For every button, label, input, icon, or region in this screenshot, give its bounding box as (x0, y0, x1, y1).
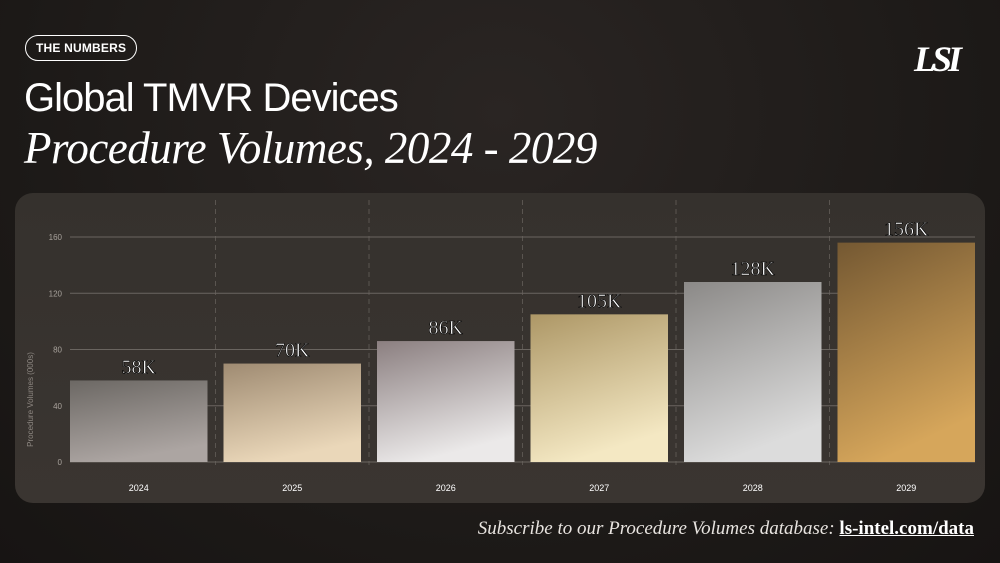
data-label: 128K (731, 258, 776, 280)
x-tick-label: 2028 (743, 483, 763, 493)
x-tick-label: 2024 (129, 483, 149, 493)
y-tick-label: 0 (58, 458, 63, 467)
footer-link[interactable]: ls-intel.com/data (839, 518, 974, 539)
bar-2026 (377, 341, 515, 462)
footer-text: Subscribe to our Procedure Volumes datab… (477, 518, 835, 539)
page-title: Global TMVR Devices (24, 76, 399, 120)
bar-2029 (837, 242, 975, 462)
bar-2028 (684, 282, 822, 462)
data-label: 58K (122, 356, 157, 378)
section-badge: THE NUMBERS (25, 35, 138, 61)
bar-2024 (70, 380, 208, 462)
y-axis-label: Procedure Volumes (000s) (26, 352, 35, 447)
data-label: 156K (884, 219, 929, 241)
y-tick-label: 120 (49, 289, 63, 298)
lsi-logo: LSI (914, 39, 962, 79)
data-label: 70K (275, 340, 310, 362)
data-label: 105K (577, 290, 622, 312)
x-tick-label: 2029 (896, 483, 916, 493)
footer: Subscribe to our Procedure Volumes datab… (478, 518, 974, 540)
bar-2027 (530, 314, 668, 462)
y-tick-label: 40 (53, 402, 62, 411)
y-tick-label: 160 (49, 233, 63, 242)
y-tick-label: 80 (53, 346, 62, 355)
x-tick-label: 2026 (436, 483, 456, 493)
page-subtitle: Procedure Volumes, 2024 - 2029 (24, 123, 597, 173)
data-label: 86K (429, 317, 464, 339)
x-tick-label: 2027 (589, 483, 609, 493)
bar-2025 (223, 363, 361, 462)
x-tick-label: 2025 (282, 483, 302, 493)
